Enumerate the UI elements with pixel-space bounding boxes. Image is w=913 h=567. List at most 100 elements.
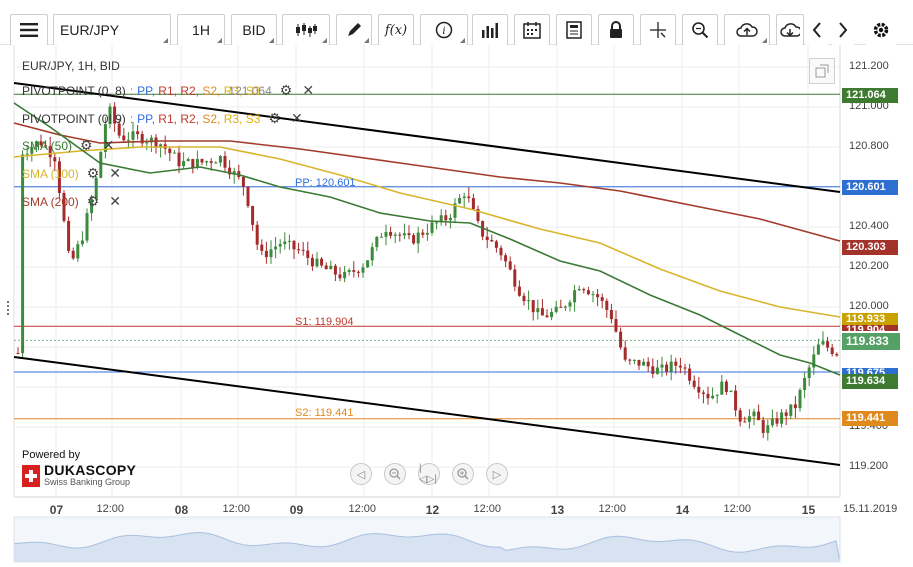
- candle-body: [706, 393, 710, 399]
- close-icon[interactable]: ✕: [102, 137, 115, 153]
- candle-body: [315, 258, 319, 267]
- candle-body: [30, 146, 34, 154]
- pivot2-level-1: R1,: [158, 111, 181, 126]
- upload-button[interactable]: [724, 14, 770, 46]
- x-day-label: 09: [289, 503, 304, 517]
- download-button[interactable]: [776, 14, 804, 46]
- x-day-label: 07: [49, 503, 64, 517]
- bar-chart-icon: [482, 23, 498, 38]
- instrument-select[interactable]: EUR/JPY: [53, 14, 171, 46]
- gear-icon[interactable]: ⚙: [268, 110, 281, 126]
- candle-body: [458, 197, 462, 204]
- candle-body: [310, 257, 314, 267]
- instrument-value: EUR/JPY: [60, 22, 120, 38]
- chart-toolbar: EUR/JPY 1H BID f(x) i: [0, 0, 913, 46]
- nav-back-button[interactable]: ◁: [350, 463, 372, 485]
- side-select[interactable]: BID: [231, 14, 277, 46]
- candle-body: [421, 232, 425, 235]
- candle-body: [379, 236, 383, 238]
- close-icon[interactable]: ✕: [290, 110, 303, 126]
- candle-body: [651, 366, 655, 374]
- candle-body: [80, 240, 84, 245]
- candle-body: [439, 215, 443, 223]
- settings-button[interactable]: [866, 14, 896, 46]
- indicators-button[interactable]: f(x): [378, 14, 414, 46]
- candle-body: [246, 186, 250, 207]
- candle-body: [366, 260, 370, 268]
- candle-body: [826, 341, 830, 348]
- candle-body: [370, 247, 374, 261]
- candle-body: [646, 361, 650, 367]
- panel-resize-handle[interactable]: [6, 300, 10, 316]
- candle-body: [205, 161, 209, 163]
- lock-button[interactable]: [598, 14, 634, 46]
- candle-body: [586, 290, 590, 295]
- candle-body: [108, 106, 112, 125]
- candle-body: [278, 244, 282, 247]
- candle-body: [306, 250, 310, 258]
- candle-body: [48, 146, 52, 158]
- gear-icon[interactable]: ⚙: [279, 82, 293, 98]
- chart-type-button[interactable]: [282, 14, 330, 46]
- sma200-line: [13, 122, 841, 242]
- candle-body: [563, 306, 567, 308]
- zoom-in-button[interactable]: [452, 463, 474, 485]
- template-button[interactable]: [556, 14, 592, 46]
- gear-icon[interactable]: ⚙: [86, 165, 100, 181]
- info-button[interactable]: i: [420, 14, 468, 46]
- volume-button[interactable]: [472, 14, 508, 46]
- candle-body: [21, 154, 25, 354]
- candle-body: [573, 290, 577, 303]
- draw-button[interactable]: [336, 14, 372, 46]
- candle-body: [195, 159, 199, 169]
- lower-trendline: [13, 356, 841, 466]
- candle-body: [628, 359, 632, 361]
- side-value: BID: [242, 22, 266, 38]
- candle-body: [228, 167, 232, 175]
- scroll-left-button[interactable]: [806, 14, 828, 46]
- candle-body: [218, 155, 222, 163]
- close-icon[interactable]: ✕: [302, 82, 315, 98]
- calendar-button[interactable]: [514, 14, 550, 46]
- menu-button[interactable]: [10, 14, 48, 46]
- zoom-button[interactable]: [682, 14, 718, 46]
- candle-body: [821, 341, 825, 345]
- y-tick-label: 121.000: [849, 100, 889, 112]
- zoom-in-icon: [457, 468, 469, 480]
- candle-body: [329, 265, 333, 270]
- candle-body: [320, 258, 324, 266]
- gear-icon[interactable]: ⚙: [86, 193, 100, 209]
- sma200-name: SMA (200): [22, 194, 79, 209]
- candle-body: [191, 159, 195, 169]
- candle-body: [770, 418, 774, 426]
- navigator-series: [13, 532, 841, 563]
- candle-body: [789, 404, 793, 416]
- popout-button[interactable]: [809, 58, 835, 84]
- candle-body: [600, 297, 604, 301]
- close-icon[interactable]: ✕: [109, 165, 121, 181]
- pp-tag: 120.601: [842, 180, 898, 195]
- x-day-label: 13: [550, 503, 565, 517]
- nav-forward-button[interactable]: ▷: [486, 463, 508, 485]
- close-icon[interactable]: ✕: [109, 193, 121, 209]
- candle-body: [554, 306, 558, 312]
- dropdown-corner-icon: [217, 38, 222, 43]
- timeframe-select[interactable]: 1H: [177, 14, 225, 46]
- reset-view-button[interactable]: |◁▷|: [418, 463, 440, 485]
- candle-body: [389, 232, 393, 236]
- candle-body: [692, 380, 696, 387]
- candle-body: [435, 222, 439, 224]
- legend-colon: :: [129, 83, 134, 98]
- x-time-label: 12:00: [222, 503, 251, 515]
- scroll-right-button[interactable]: [832, 14, 854, 46]
- candle-body: [393, 234, 397, 236]
- candle-body: [582, 289, 586, 291]
- y-tick-label: 120.000: [849, 300, 889, 312]
- gear-icon[interactable]: ⚙: [80, 137, 93, 153]
- crosshair-button[interactable]: [640, 14, 676, 46]
- zoom-out-button[interactable]: [384, 463, 406, 485]
- price-chart[interactable]: [0, 45, 913, 567]
- candle-body: [412, 235, 416, 244]
- candle-body: [508, 261, 512, 270]
- pivot2-level-5: S3: [245, 111, 261, 126]
